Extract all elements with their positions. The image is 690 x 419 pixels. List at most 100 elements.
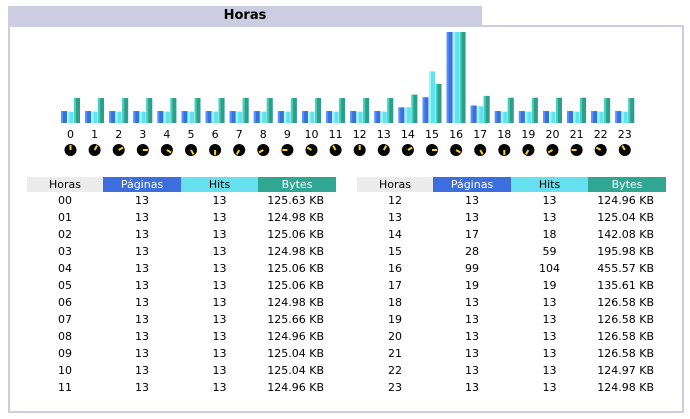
tick-label-hour: 21 bbox=[570, 128, 584, 141]
bar-fill bbox=[435, 83, 442, 123]
table-row: 17 19 19 135.61 KB bbox=[357, 277, 666, 294]
bar-bytes-11 bbox=[339, 98, 346, 123]
cell-paginas: 13 bbox=[465, 194, 479, 207]
bar-pginas-9 bbox=[277, 111, 284, 123]
bar-fill bbox=[74, 97, 80, 123]
table-row: 02 13 13 125.06 KB bbox=[27, 226, 336, 243]
bar-highlight bbox=[146, 98, 149, 123]
clock-icon bbox=[185, 144, 197, 156]
bar-fill bbox=[139, 111, 146, 123]
cell-paginas: 19 bbox=[465, 279, 479, 292]
bar-hits-20 bbox=[549, 111, 556, 123]
cell-hora: 09 bbox=[58, 347, 72, 360]
bar-fill bbox=[302, 111, 308, 123]
bar-hits-6 bbox=[212, 111, 219, 123]
bar-hits-19 bbox=[525, 111, 532, 123]
bar-fill bbox=[591, 111, 598, 123]
cell-hora: 10 bbox=[58, 364, 72, 377]
bar-fill bbox=[525, 111, 532, 123]
table-row: 13 13 13 125.04 KB bbox=[357, 209, 666, 226]
bar-hits-18 bbox=[501, 111, 508, 123]
bar-highlight bbox=[470, 105, 473, 123]
cell-bytes: 126.58 KB bbox=[597, 347, 654, 360]
bar-fill bbox=[98, 98, 105, 123]
cell-hora: 22 bbox=[388, 364, 402, 377]
bar-bytes-22 bbox=[604, 98, 611, 123]
table-row: 15 28 59 195.98 KB bbox=[357, 243, 666, 260]
bar-fill bbox=[446, 32, 453, 123]
bar-pginas-12 bbox=[350, 111, 357, 123]
bar-fill bbox=[181, 111, 188, 123]
cell-bytes: 124.97 KB bbox=[597, 364, 654, 377]
cell-bytes: 126.58 KB bbox=[597, 296, 654, 309]
cell-bytes: 126.58 KB bbox=[597, 330, 654, 343]
table-row: 16 99 104 455.57 KB bbox=[357, 260, 666, 277]
bar-fill bbox=[188, 111, 194, 123]
cell-hits: 13 bbox=[212, 296, 227, 309]
bar-fill bbox=[501, 111, 508, 123]
bar-hits-22 bbox=[597, 111, 604, 123]
clock-hand bbox=[235, 149, 241, 155]
bar-fill bbox=[387, 98, 394, 123]
bar-highlight bbox=[518, 111, 521, 123]
bar-highlight bbox=[556, 97, 558, 123]
cell-hora: 02 bbox=[58, 228, 72, 241]
clock-icon bbox=[546, 144, 559, 156]
cell-hits: 13 bbox=[542, 330, 557, 343]
bar-highlight bbox=[435, 83, 438, 123]
bar-highlight bbox=[621, 111, 624, 123]
bar-highlight bbox=[422, 97, 425, 123]
clock-hand bbox=[258, 149, 264, 154]
bar-highlight bbox=[91, 111, 94, 123]
tick-label-hour: 8 bbox=[260, 128, 267, 141]
bar-fill bbox=[615, 111, 622, 123]
cell-paginas: 13 bbox=[465, 313, 479, 326]
clock-hand bbox=[547, 149, 553, 154]
bar-pginas-18 bbox=[494, 111, 501, 123]
cell-hits: 13 bbox=[212, 313, 227, 326]
clock-icon bbox=[522, 144, 535, 156]
tick-label-hour: 6 bbox=[212, 128, 219, 141]
tick-label-hour: 16 bbox=[449, 128, 463, 141]
bar-bytes-5 bbox=[194, 98, 201, 123]
bar-highlight bbox=[236, 111, 239, 123]
clock-icon bbox=[305, 144, 318, 156]
bar-bytes-3 bbox=[146, 98, 153, 123]
bar-fill bbox=[67, 111, 74, 123]
clock-icon bbox=[498, 144, 511, 156]
bar-fill bbox=[459, 32, 466, 123]
bar-highlight bbox=[477, 106, 480, 123]
table-row: 03 13 13 124.98 KB bbox=[27, 243, 336, 260]
cell-bytes: 142.08 KB bbox=[597, 228, 654, 241]
bar-pginas-15 bbox=[422, 97, 429, 123]
bar-bytes-8 bbox=[266, 98, 273, 123]
bar-highlight bbox=[332, 111, 335, 123]
tick-label-hour: 0 bbox=[67, 128, 74, 141]
tick-label-hour: 9 bbox=[284, 128, 291, 141]
bar-highlight bbox=[494, 111, 497, 123]
bar-highlight bbox=[67, 111, 70, 123]
bar-fill bbox=[218, 98, 225, 123]
cell-hits: 19 bbox=[542, 279, 557, 292]
cell-paginas: 13 bbox=[135, 330, 149, 343]
cell-paginas: 13 bbox=[465, 381, 479, 394]
bar-fill bbox=[315, 98, 321, 123]
bar-fill bbox=[194, 98, 201, 123]
bar-bytes-4 bbox=[170, 98, 177, 123]
bar-hits-23 bbox=[621, 111, 628, 123]
cell-bytes: 124.96 KB bbox=[597, 194, 654, 207]
bar-hits-11 bbox=[332, 111, 339, 123]
bar-highlight bbox=[531, 97, 534, 123]
bar-fill bbox=[374, 111, 381, 123]
col-header-bytes: Bytes bbox=[258, 177, 336, 192]
cell-paginas: 13 bbox=[135, 313, 149, 326]
clock-hand bbox=[306, 146, 312, 151]
clock-icon bbox=[329, 144, 342, 156]
bar-pginas-8 bbox=[253, 111, 260, 123]
cell-hits: 13 bbox=[542, 313, 557, 326]
tick-label-hour: 11 bbox=[329, 128, 343, 141]
bar-fill bbox=[411, 94, 418, 123]
clock-icon bbox=[426, 144, 438, 156]
bar-hits-21 bbox=[573, 111, 580, 123]
bar-pginas-19 bbox=[518, 111, 525, 123]
